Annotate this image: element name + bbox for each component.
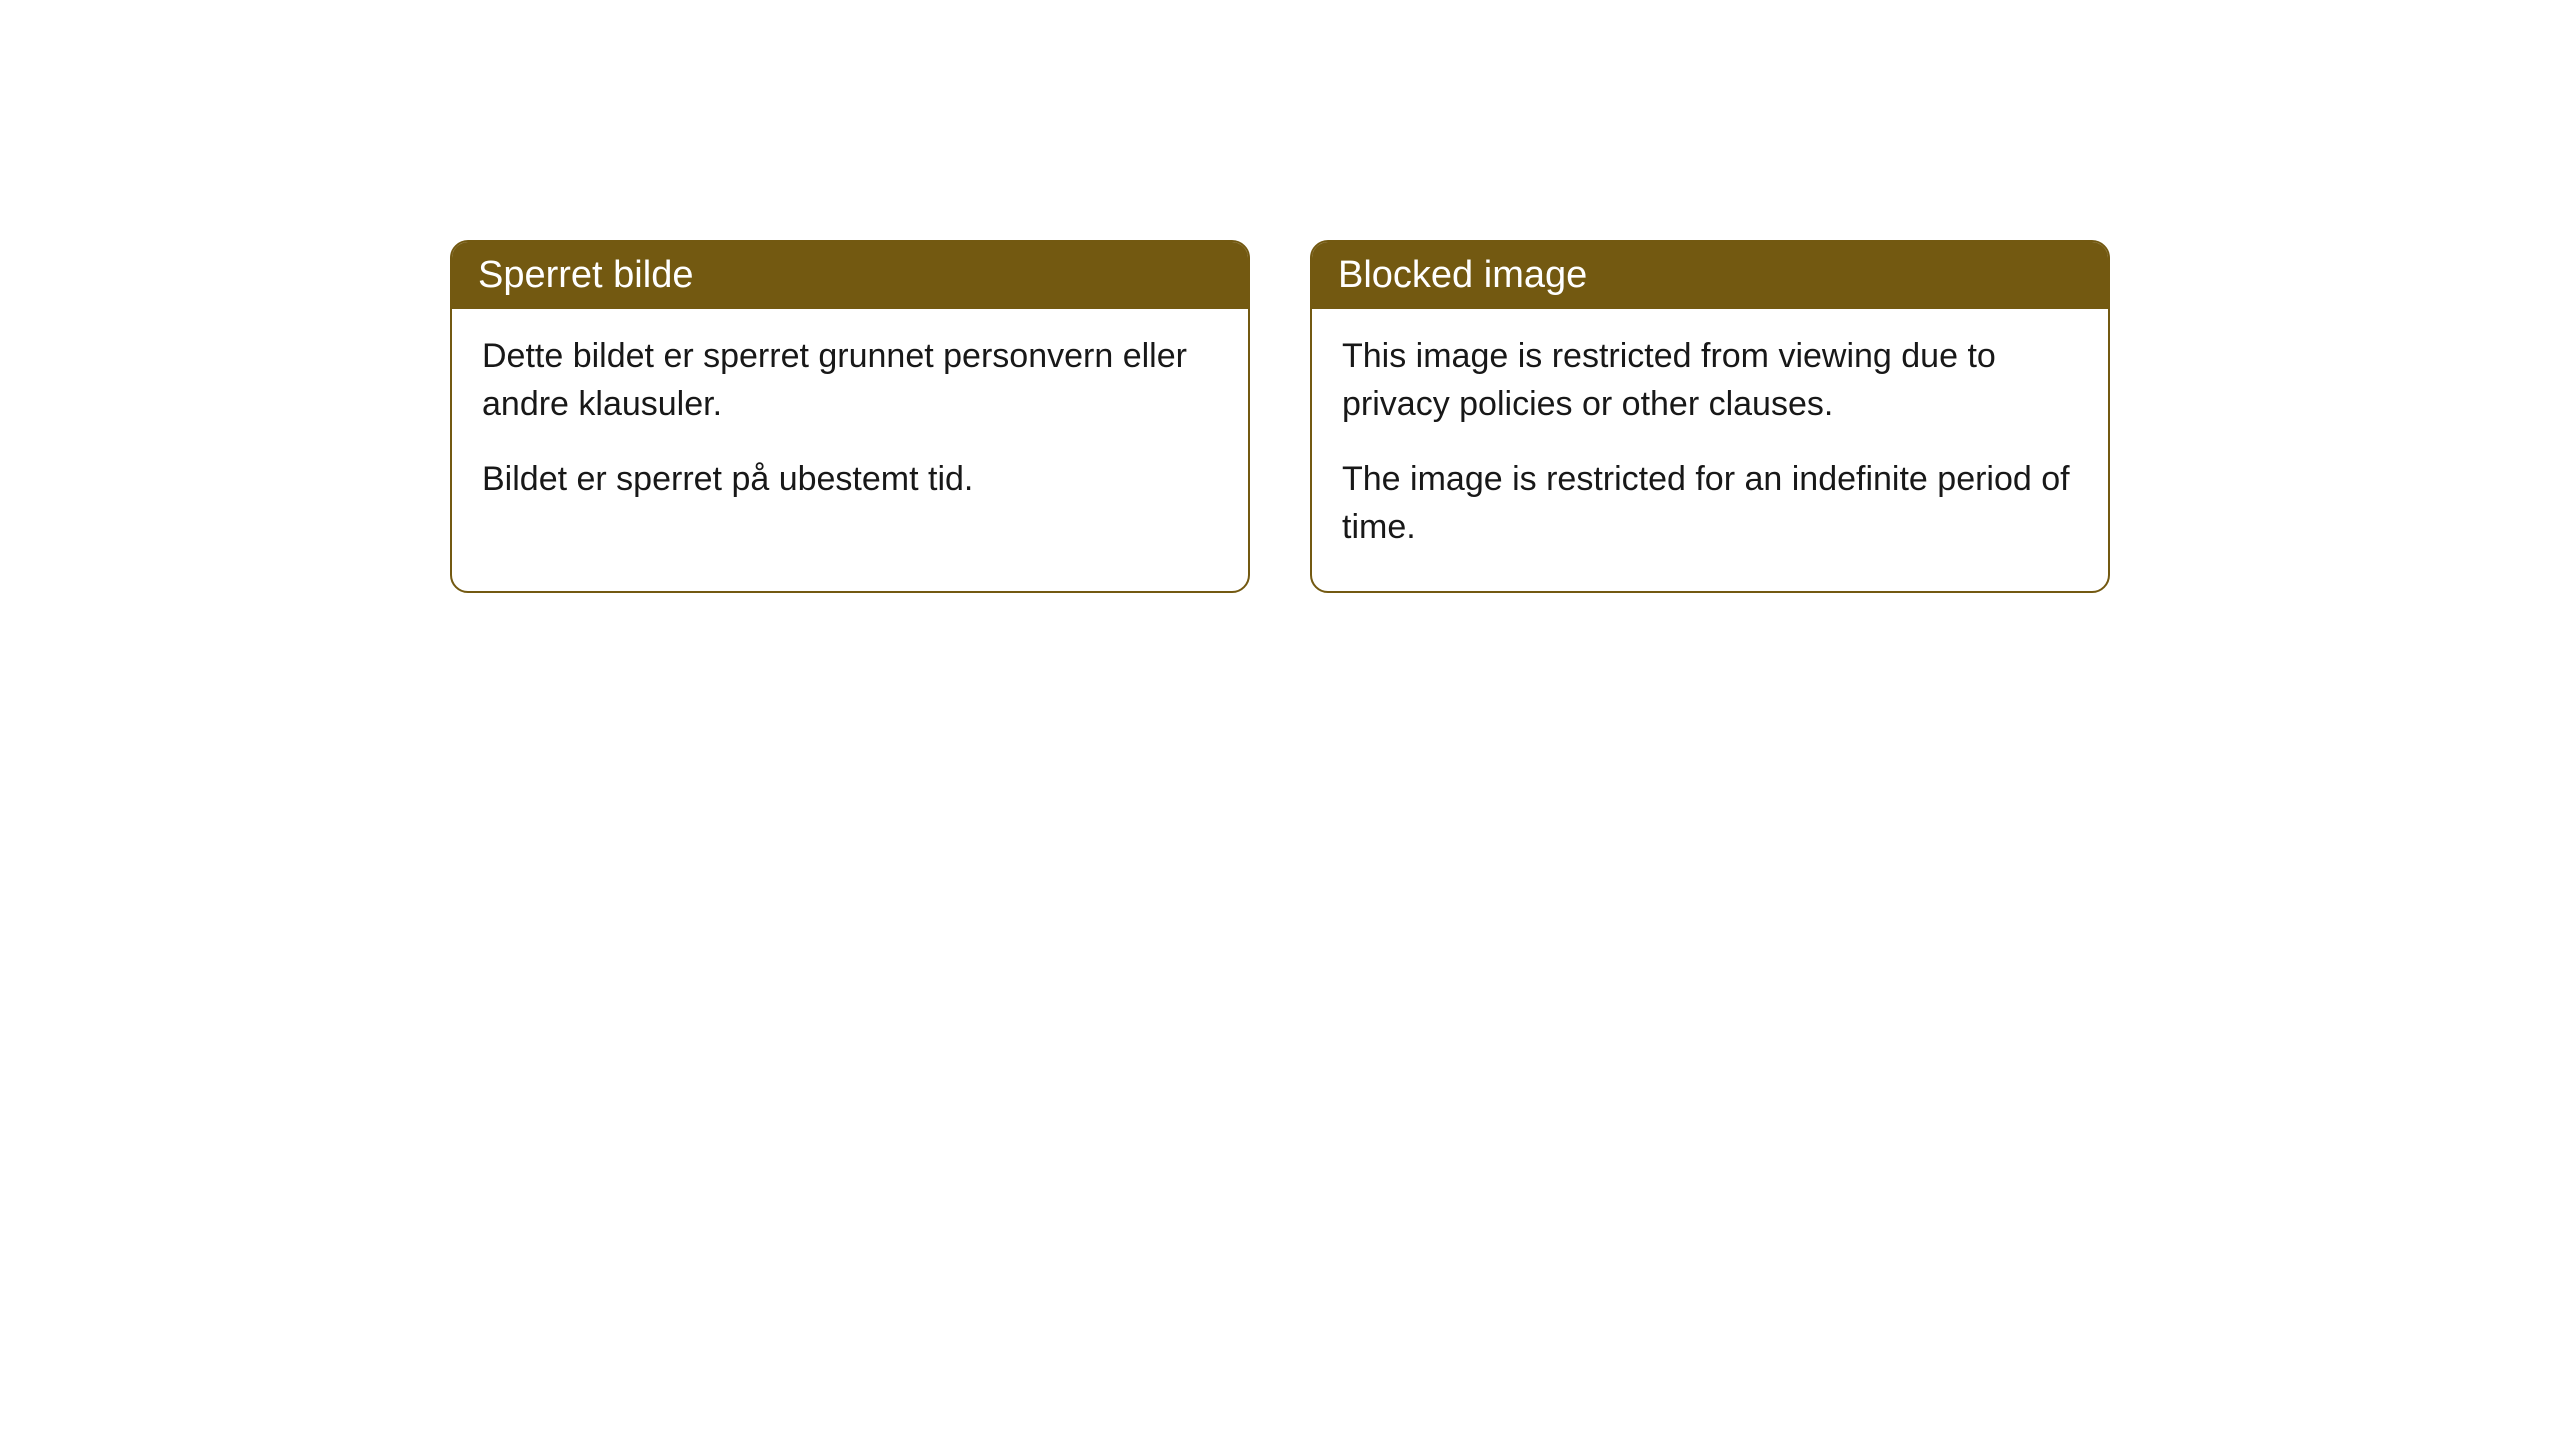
- card-text-2-norwegian: Bildet er sperret på ubestemt tid.: [482, 456, 1218, 504]
- card-text-1-norwegian: Dette bildet er sperret grunnet personve…: [482, 333, 1218, 428]
- card-body-english: This image is restricted from viewing du…: [1312, 309, 2108, 591]
- card-text-1-english: This image is restricted from viewing du…: [1342, 333, 2078, 428]
- card-english: Blocked image This image is restricted f…: [1310, 240, 2110, 593]
- card-text-2-english: The image is restricted for an indefinit…: [1342, 456, 2078, 551]
- card-body-norwegian: Dette bildet er sperret grunnet personve…: [452, 309, 1248, 544]
- card-header-norwegian: Sperret bilde: [452, 242, 1248, 309]
- card-norwegian: Sperret bilde Dette bildet er sperret gr…: [450, 240, 1250, 593]
- cards-container: Sperret bilde Dette bildet er sperret gr…: [450, 240, 2110, 593]
- card-header-english: Blocked image: [1312, 242, 2108, 309]
